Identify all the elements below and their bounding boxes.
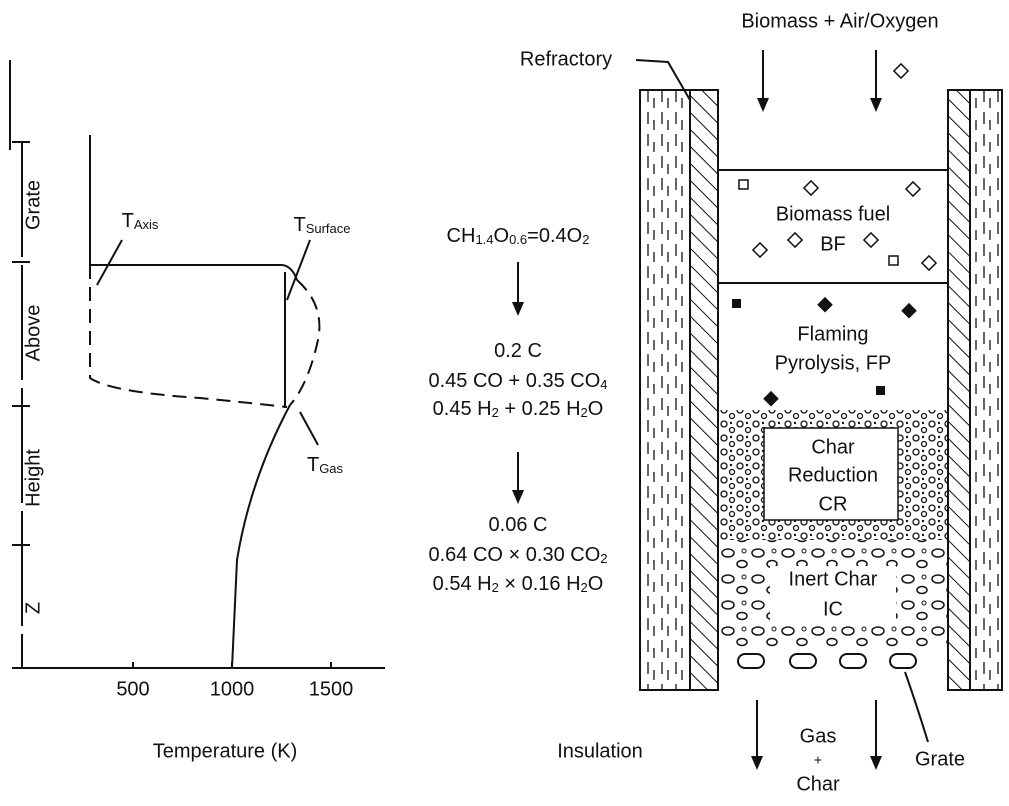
subscript: 0.6 (509, 232, 527, 247)
arrow-head (512, 302, 524, 316)
pyrolysis-particles (732, 296, 917, 407)
subscript: 2 (492, 580, 499, 595)
insulation-label: Insulation (557, 740, 643, 762)
zone-label: IC (823, 598, 843, 620)
formula-text: O (588, 398, 604, 420)
grate-label: Grate (915, 748, 965, 770)
subscript: 2 (581, 405, 588, 420)
feed-formula: CH1.4O0.6=0.4O2 (447, 225, 590, 247)
subscript: 2 (582, 232, 589, 247)
subscript: Axis (134, 217, 159, 232)
formula-text: 0.06 C (489, 514, 548, 536)
particle (892, 62, 910, 80)
fuel-particles (738, 179, 938, 272)
height-label: Height (22, 449, 44, 507)
label-arrow (299, 411, 319, 446)
formula-text: T (122, 210, 134, 232)
stage1-line: 0.45 CO + 0.35 CO4 (429, 370, 608, 392)
zone-label: Pyrolysis, FP (775, 352, 892, 374)
grate-bars (737, 653, 917, 669)
formula-text: 0.2 C (494, 340, 542, 362)
char-label-box (763, 427, 899, 521)
gas-curve (231, 404, 291, 669)
height-label: Above (22, 305, 44, 362)
formula-text: 0.45 CO + 0.35 CO (429, 370, 601, 392)
x-tick-label: 500 (116, 678, 149, 700)
arrow-head (757, 98, 769, 112)
x-tick-label: 1000 (210, 678, 255, 700)
height-label: Grate (22, 180, 44, 230)
label-arrow (286, 239, 311, 301)
inlet-label: Biomass + Air/Oxygen (741, 10, 938, 32)
label-arrow (96, 239, 123, 286)
subscript: 1.4 (475, 232, 493, 247)
subscript: 2 (492, 405, 499, 420)
outlet-label: Char (796, 773, 840, 795)
zone-label: Char (811, 436, 855, 458)
reactor: Biomass + Air/Oxygen Refractory (520, 10, 1003, 795)
zone-label: Reduction (788, 464, 878, 486)
stage2-line: 0.54 H2 × 0.16 H2O (433, 573, 604, 595)
stage1-line: 0.45 H2 + 0.25 H2O (433, 398, 604, 420)
arrow-head (751, 756, 763, 770)
wall-label: Refractory (520, 48, 612, 70)
formula-text: T (307, 454, 319, 476)
subscript: Surface (306, 221, 351, 236)
subscript: Gas (319, 461, 343, 476)
t-axis-label: TAxis (122, 210, 159, 232)
arrow-head (870, 756, 882, 770)
insulation-wall (947, 89, 971, 691)
formula-text: 0.64 CO × 0.30 CO (429, 544, 601, 566)
subscript: 2 (600, 551, 607, 566)
zone-label: Biomass fuel (776, 203, 891, 225)
formula-text: + 0.25 H (499, 398, 581, 420)
outlet-label: Gas (800, 725, 837, 747)
zone-label: BF (820, 233, 846, 255)
stage2-line: 0.64 CO × 0.30 CO2 (429, 544, 608, 566)
outlet-label: + (814, 752, 822, 768)
reaction-column: CH1.4O0.6=0.4O2 0.2 C 0.45 CO + 0.35 CO4… (429, 225, 608, 595)
insulation-wall (689, 89, 719, 691)
label-arrow (635, 59, 691, 101)
formula-text: O (588, 573, 604, 595)
axis-curve-dashed (89, 265, 288, 408)
arrow-head (870, 98, 882, 112)
zone-label: Inert Char (789, 568, 878, 590)
t-surface-label: TSurface (293, 214, 350, 236)
zone-label: CR (819, 493, 848, 515)
x-tick-label: 1500 (309, 678, 354, 700)
formula-text: T (293, 214, 305, 236)
label-arrow (904, 671, 929, 743)
subscript: 4 (600, 377, 607, 392)
arrow-head (512, 490, 524, 504)
x-axis-label: Temperature (K) (153, 740, 298, 762)
formula-text: 0.54 H (433, 573, 492, 595)
subscript: 2 (581, 580, 588, 595)
gas-curve-dashed (289, 279, 321, 406)
temperature-plot: Z Height Above Grate 500 1000 1500 Tempe… (9, 60, 385, 762)
inert-label-box (770, 566, 896, 624)
zone-label: Flaming (797, 323, 868, 345)
stage1-line: 0.2 C (494, 340, 542, 362)
formula-text: O (494, 225, 510, 247)
stage2-line: 0.06 C (489, 514, 548, 536)
axis-curve-solid (89, 135, 298, 281)
formula-text: × 0.16 H (499, 573, 581, 595)
t-gas-label: TGas (307, 454, 344, 476)
formula-text: 0.45 H (433, 398, 492, 420)
refractory-wall (639, 89, 691, 691)
refractory-wall (969, 89, 1003, 691)
formula-text: =0.4O (527, 225, 582, 247)
height-label: Z (22, 602, 44, 614)
formula-text: CH (447, 225, 476, 247)
